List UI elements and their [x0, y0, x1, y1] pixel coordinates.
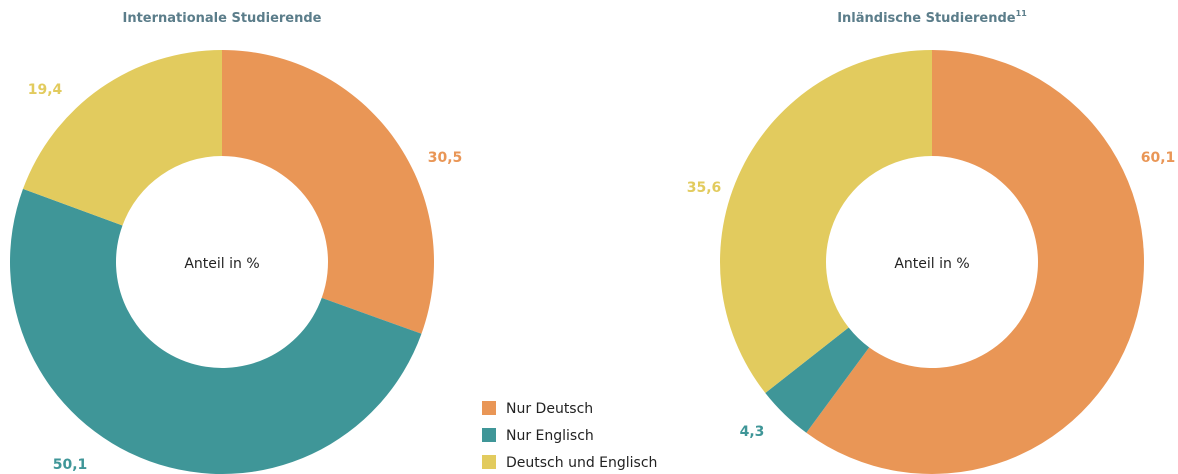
title-note: 11 [1016, 9, 1028, 18]
slice [222, 50, 435, 334]
value-label: 35,6 [687, 180, 722, 196]
slice [10, 188, 422, 474]
legend-label: Deutsch und Englisch [506, 455, 657, 471]
slice [765, 327, 870, 433]
title-text: Internationale Studierende [122, 11, 321, 26]
value-label: 30,5 [428, 150, 463, 166]
value-label: 50,1 [53, 457, 88, 473]
legend-swatch [482, 428, 496, 442]
legend-label: Nur Englisch [506, 428, 594, 444]
value-label: 60,1 [1141, 150, 1176, 166]
chart-title: Inländische Studierende11 [837, 9, 1027, 26]
legend-label: Nur Deutsch [506, 401, 593, 417]
value-label: 4,3 [740, 424, 765, 440]
center-label: Anteil in % [184, 256, 259, 272]
value-label: 19,4 [28, 82, 63, 98]
legend-swatch [482, 455, 496, 469]
slice [22, 50, 223, 226]
chart-title: Internationale Studierende [122, 11, 321, 26]
legend-swatch [482, 401, 496, 415]
title-text: Inländische Studierende [837, 11, 1016, 26]
slice [806, 50, 1144, 474]
slice [719, 50, 932, 393]
center-label: Anteil in % [894, 256, 969, 272]
